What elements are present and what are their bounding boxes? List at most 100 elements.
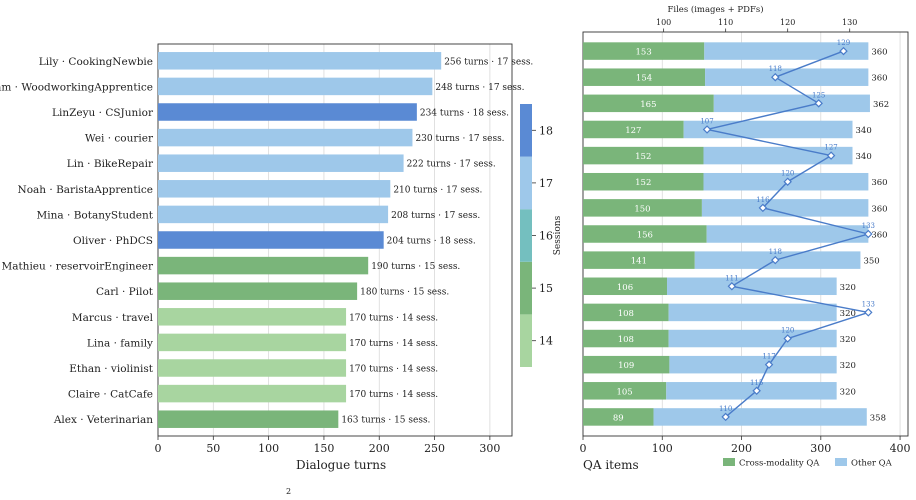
cross-modality-value-label: 89	[613, 413, 624, 423]
colorbar-segment	[520, 104, 532, 157]
row-label: Oliver · PhDCS	[73, 235, 153, 247]
row-label: Liam · WoodworkingApprentice	[0, 81, 153, 93]
right-x-tick-label: 400	[890, 442, 911, 455]
total-value-label: 358	[870, 413, 886, 423]
total-value-label: 340	[856, 152, 872, 162]
files-value-label: 116	[756, 196, 770, 204]
files-value-label: 129	[837, 39, 850, 47]
colorbar-tick-label: 15	[539, 282, 553, 295]
files-axis-tick-label: 130	[842, 18, 857, 27]
colorbar-segment	[520, 209, 532, 262]
files-point	[721, 412, 730, 422]
cross-modality-bar	[583, 68, 706, 86]
other-qa-bar	[713, 94, 870, 113]
files-value-label: 118	[769, 248, 782, 256]
total-value-label: 362	[873, 100, 889, 110]
total-value-label: 320	[840, 309, 856, 319]
cross-modality-value-label: 156	[637, 231, 653, 241]
files-axis-tick-label: 100	[656, 18, 671, 27]
files-point	[764, 360, 774, 369]
bar-value-label: 163 turns · 15 sess.	[341, 416, 430, 426]
right-x-tick-label: 200	[731, 442, 752, 455]
total-value-label: 360	[871, 48, 887, 58]
files-point	[814, 99, 823, 108]
turns-bar	[158, 333, 347, 352]
cross-modality-bar	[583, 382, 667, 400]
other-qa-bar	[701, 199, 869, 217]
row-label: Lina · family	[87, 337, 153, 349]
left-x-tick-label: 100	[258, 442, 279, 455]
other-qa-bar	[667, 277, 837, 296]
files-point	[702, 125, 712, 134]
turns-bar	[158, 359, 347, 377]
cross-modality-bar	[583, 303, 669, 322]
row-label: Lin · BikeRepair	[67, 158, 154, 170]
bar-value-label: 180 turns · 15 sess.	[360, 288, 449, 298]
colorbar-tick-label: 14	[539, 335, 553, 348]
files-point	[771, 72, 780, 82]
bar-value-label: 170 turns · 14 sess.	[349, 339, 438, 349]
files-point	[783, 177, 792, 186]
bar-value-label: 256 turns · 17 sess.	[444, 57, 533, 67]
other-qa-bar	[653, 408, 867, 426]
turns-bar	[158, 128, 413, 147]
left-x-tick-label: 0	[155, 442, 162, 455]
left-x-tick-label: 200	[369, 442, 390, 455]
colorbar-tick-label: 18	[539, 124, 553, 137]
cross-modality-value-label: 106	[617, 283, 633, 293]
row-label: Marcus · travel	[72, 312, 154, 324]
total-value-label: 320	[840, 283, 856, 293]
other-qa-bar	[668, 329, 837, 348]
row-label: Mina · BotanyStudent	[37, 209, 154, 221]
bar-value-label: 230 turns · 17 sess.	[415, 134, 504, 144]
cross-modality-value-label: 165	[640, 100, 656, 110]
turns-bar	[158, 103, 417, 121]
row-label: Mathieu · reservoirEngineer	[1, 261, 154, 273]
cross-modality-bar	[583, 146, 704, 165]
files-point	[826, 151, 836, 160]
cross-modality-value-label: 153	[636, 48, 652, 58]
turns-bar	[158, 180, 391, 198]
other-qa-bar	[705, 68, 869, 86]
bar-value-label: 170 turns · 14 sess.	[349, 390, 438, 400]
files-point	[752, 386, 761, 396]
cross-modality-value-label: 105	[616, 387, 632, 397]
colorbar-segment	[520, 156, 532, 210]
colorbar-segment	[520, 261, 532, 315]
turns-bar	[158, 410, 339, 428]
cross-modality-value-label: 109	[618, 361, 634, 371]
legend-swatch-other-qa	[835, 458, 847, 466]
turns-bar	[158, 256, 369, 275]
right-x-tick-label: 300	[810, 442, 831, 455]
row-label: LinZeyu · CSJunior	[52, 107, 154, 119]
total-value-label: 360	[871, 74, 887, 84]
total-value-label: 320	[840, 335, 856, 345]
turns-bar	[158, 384, 347, 403]
bar-value-label: 210 turns · 17 sess.	[393, 185, 482, 195]
cross-modality-value-label: 127	[625, 126, 641, 136]
cross-modality-bar	[583, 120, 684, 139]
colorbar-label: Sessions	[553, 215, 563, 255]
cross-modality-bar	[583, 94, 714, 113]
cross-modality-value-label: 152	[635, 178, 651, 188]
files-value-label: 118	[769, 65, 782, 73]
turns-bar	[158, 154, 404, 172]
cross-modality-bar	[583, 172, 704, 191]
cross-modality-bar	[583, 199, 702, 217]
files-axis-tick-label: 110	[718, 18, 733, 27]
right-x-axis-label: QA items	[583, 458, 639, 472]
turns-bar	[158, 231, 384, 249]
cross-modality-value-label: 108	[618, 309, 634, 319]
cross-modality-bar	[583, 355, 670, 374]
files-axis-label: Files (images + PDFs)	[667, 4, 763, 15]
cross-modality-value-label: 108	[618, 335, 634, 345]
total-value-label: 360	[871, 204, 887, 214]
turns-bar	[158, 282, 358, 300]
bar-value-label: 222 turns · 17 sess.	[407, 160, 496, 170]
files-value-label: 133	[862, 300, 875, 308]
files-value-label: 115	[750, 379, 763, 387]
files-value-label: 117	[762, 353, 775, 361]
total-value-label: 320	[840, 361, 856, 371]
